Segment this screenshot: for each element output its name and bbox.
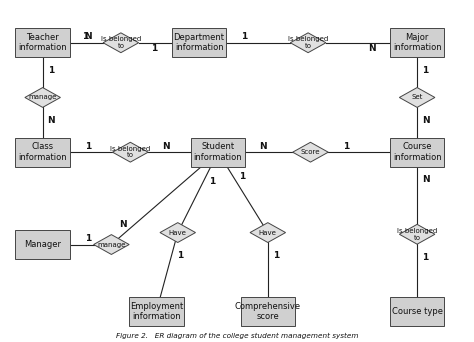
- Text: N: N: [422, 116, 429, 125]
- Text: 1: 1: [241, 32, 247, 41]
- Text: 1: 1: [343, 142, 349, 150]
- Text: 1: 1: [177, 251, 183, 260]
- Polygon shape: [113, 142, 148, 162]
- Text: Comprehensive
score: Comprehensive score: [235, 302, 301, 321]
- Text: manage: manage: [28, 94, 57, 101]
- Text: 1: 1: [210, 176, 216, 186]
- Text: 1: 1: [422, 253, 429, 262]
- Text: 1: 1: [85, 142, 91, 150]
- Polygon shape: [250, 223, 285, 242]
- Text: Teacher
information: Teacher information: [18, 33, 67, 52]
- Text: Have: Have: [169, 229, 187, 236]
- Text: 1: 1: [82, 32, 88, 41]
- Text: 1: 1: [239, 172, 246, 181]
- Text: N: N: [84, 32, 92, 41]
- Text: 1: 1: [151, 44, 157, 53]
- Polygon shape: [160, 223, 195, 242]
- Text: Student
information: Student information: [194, 143, 242, 162]
- Polygon shape: [399, 224, 435, 244]
- Text: manage: manage: [97, 241, 126, 248]
- FancyBboxPatch shape: [390, 28, 444, 57]
- Text: N: N: [162, 142, 170, 150]
- Text: Employment
information: Employment information: [130, 302, 183, 321]
- Polygon shape: [93, 235, 129, 254]
- Polygon shape: [293, 142, 328, 162]
- Text: Department
information: Department information: [173, 33, 225, 52]
- Text: N: N: [119, 220, 127, 229]
- Text: N: N: [47, 116, 55, 125]
- Text: Figure 2.   ER diagram of the college student management system: Figure 2. ER diagram of the college stud…: [116, 332, 358, 339]
- Text: Have: Have: [259, 229, 277, 236]
- Text: N: N: [259, 142, 267, 150]
- FancyBboxPatch shape: [390, 297, 444, 326]
- Text: Score: Score: [301, 149, 320, 155]
- FancyBboxPatch shape: [191, 138, 246, 167]
- Text: N: N: [368, 44, 376, 53]
- Polygon shape: [290, 33, 326, 53]
- FancyBboxPatch shape: [15, 230, 70, 259]
- Text: Is belonged
to: Is belonged to: [110, 146, 150, 158]
- Text: 1: 1: [273, 251, 280, 260]
- Polygon shape: [399, 88, 435, 107]
- Polygon shape: [103, 33, 138, 53]
- FancyBboxPatch shape: [390, 138, 444, 167]
- Polygon shape: [25, 88, 61, 107]
- Text: Class
information: Class information: [18, 143, 67, 162]
- FancyBboxPatch shape: [129, 297, 184, 326]
- FancyBboxPatch shape: [15, 138, 70, 167]
- Text: 1: 1: [48, 66, 55, 75]
- Text: 1: 1: [422, 66, 429, 75]
- FancyBboxPatch shape: [15, 28, 70, 57]
- FancyBboxPatch shape: [240, 297, 295, 326]
- Text: Manager: Manager: [24, 240, 61, 249]
- Text: Is belonged
to: Is belonged to: [397, 228, 437, 240]
- Text: Is belonged
to: Is belonged to: [101, 37, 141, 49]
- Text: Major
information: Major information: [393, 33, 441, 52]
- Text: Course
information: Course information: [393, 143, 441, 162]
- Text: N: N: [422, 175, 429, 184]
- Text: 1: 1: [85, 234, 91, 243]
- FancyBboxPatch shape: [172, 28, 226, 57]
- Text: Set: Set: [411, 94, 423, 101]
- Text: Is belonged
to: Is belonged to: [288, 37, 328, 49]
- Text: Course type: Course type: [392, 307, 443, 316]
